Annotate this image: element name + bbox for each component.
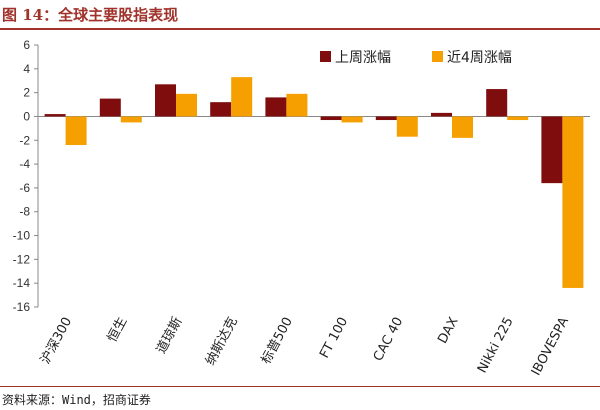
- title-divider: [0, 28, 600, 30]
- bar-four-week-6: [396, 116, 418, 137]
- source-note: 资料来源：Wind，招商证券: [2, 393, 151, 407]
- bar-four-week-7: [452, 116, 473, 138]
- y-tick-label: 0: [23, 109, 30, 123]
- y-tick-label: -16: [13, 300, 31, 314]
- bar-four-week-5: [341, 116, 363, 123]
- y-tick-label: 2: [23, 86, 30, 100]
- x-category-label: DAX: [435, 315, 461, 346]
- legend-label-weekly: 上周涨幅: [335, 50, 391, 66]
- bar-weekly-0: [44, 114, 66, 117]
- y-tick-label: -4: [19, 157, 30, 171]
- bar-four-week-1: [120, 116, 142, 123]
- x-category-label: 沪深300: [37, 314, 75, 366]
- y-tick-label: 4: [23, 62, 30, 76]
- bars: [44, 77, 584, 288]
- bar-four-week-3: [231, 77, 253, 117]
- x-category-label: IBOVESPA: [529, 315, 572, 378]
- bar-weekly-7: [431, 112, 452, 117]
- figure-title: 图 14：全球主要股指表现: [2, 6, 179, 24]
- x-category-label: FT 100: [317, 315, 351, 361]
- bar-four-week-8: [507, 116, 529, 121]
- bar-weekly-5: [320, 116, 342, 121]
- bar-weekly-3: [210, 102, 232, 117]
- x-category-label: 道琼斯: [154, 315, 186, 356]
- x-category-label: CAC 40: [371, 315, 407, 364]
- legend: 上周涨幅 近4周涨幅: [320, 50, 512, 66]
- y-tick-label: -6: [19, 181, 30, 195]
- bar-four-week-2: [176, 93, 197, 117]
- y-tick-label: 6: [23, 38, 30, 52]
- y-tick-label: -2: [19, 133, 30, 147]
- bar-weekly-8: [486, 89, 508, 117]
- title-bar: 图 14：全球主要股指表现: [0, 0, 600, 30]
- x-axis-labels: 沪深300 恒生 道琼斯 纳斯达克 标普500 FT 100 CAC 40 DAX Nikki …: [37, 314, 572, 378]
- x-category-label: 标普500: [259, 315, 296, 367]
- legend-swatch-four-week: [432, 51, 443, 62]
- x-category-label: 恒生: [105, 315, 130, 345]
- y-tick-label: -10: [13, 229, 31, 243]
- footer-divider: [0, 386, 600, 387]
- bar-weekly-1: [99, 98, 121, 117]
- y-tick-label: -8: [19, 205, 30, 219]
- bar-weekly-4: [265, 97, 287, 117]
- y-axis: 6 4 2 0 -2 -4 -6 -8 -10 -12 -14 -16: [13, 38, 590, 314]
- x-category-label: 纳斯达克: [203, 315, 241, 368]
- legend-label-four-week: 近4周涨幅: [447, 50, 512, 66]
- y-tick-label: -12: [13, 252, 31, 266]
- bar-weekly-9: [541, 116, 563, 184]
- legend-swatch-weekly: [320, 51, 331, 62]
- bar-weekly-2: [155, 84, 176, 117]
- bar-weekly-6: [375, 116, 397, 121]
- bar-four-week-4: [286, 93, 308, 117]
- bar-four-week-9: [562, 116, 584, 288]
- bar-four-week-0: [65, 116, 87, 146]
- footer: 资料来源：Wind，招商证券: [0, 386, 600, 410]
- x-category-label: Nikki 225: [475, 315, 517, 376]
- bar-chart: 6 4 2 0 -2 -4 -6 -8 -10 -12 -14 -16 沪深300 恒生 道琼斯 纳斯达克标…: [13, 38, 590, 378]
- y-tick-label: -14: [13, 276, 31, 290]
